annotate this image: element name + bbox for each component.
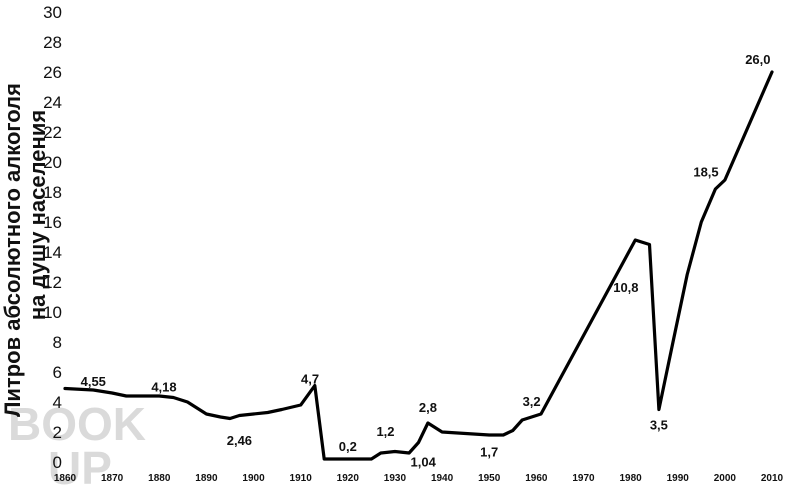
x-tick-label: 1870 (101, 473, 124, 484)
data-label: 10,8 (613, 280, 638, 295)
y-tick-label: 16 (43, 213, 62, 232)
x-tick-label: 1980 (619, 473, 642, 484)
y-tick-label: 8 (53, 333, 62, 352)
watermark-text-1: BOOK (8, 398, 146, 450)
data-label: 2,46 (227, 433, 252, 448)
x-tick-label: 2010 (761, 473, 784, 484)
data-label: 3,5 (650, 418, 668, 433)
y-tick-label: 20 (43, 153, 62, 172)
y-axis-label-line-2: на душу населения (25, 110, 50, 320)
data-label: 4,7 (301, 372, 319, 387)
x-tick-label: 1930 (384, 473, 407, 484)
y-tick-label: 2 (53, 423, 62, 442)
data-label: 3,2 (523, 394, 541, 409)
data-label: 2,8 (419, 400, 437, 415)
data-label: 4,55 (81, 374, 106, 389)
y-tick-label: 22 (43, 123, 62, 142)
y-tick-label: 18 (43, 183, 62, 202)
watermark-text-2: UP (48, 442, 112, 487)
x-tick-label: 1970 (572, 473, 595, 484)
data-label: 1,2 (376, 424, 394, 439)
y-tick-label: 6 (53, 363, 62, 382)
y-tick-label: 12 (43, 273, 62, 292)
x-tick-label: 1890 (195, 473, 218, 484)
x-tick-label: 1880 (148, 473, 171, 484)
y-axis-label-line-1: Литров абсолютного алкоголя (0, 83, 25, 417)
x-tick-label: 2000 (714, 473, 737, 484)
data-label: 4,18 (151, 379, 176, 394)
x-tick-label: 1920 (337, 473, 360, 484)
y-tick-label: 10 (43, 303, 62, 322)
x-tick-label: 1940 (431, 473, 454, 484)
data-label: 18,5 (693, 165, 718, 180)
y-tick-label: 24 (43, 93, 62, 112)
data-label: 0,2 (339, 439, 357, 454)
data-label: 1,04 (411, 454, 437, 469)
y-tick-label: 14 (43, 243, 62, 262)
x-tick-label: 1990 (667, 473, 690, 484)
x-tick-label: 1860 (54, 473, 77, 484)
x-tick-label: 1950 (478, 473, 501, 484)
y-tick-label: 28 (43, 33, 62, 52)
y-tick-label: 26 (43, 63, 62, 82)
data-label: 26,0 (745, 52, 770, 67)
y-tick-label: 0 (53, 453, 62, 472)
data-label: 1,7 (480, 445, 498, 460)
series-line-0 (63, 70, 774, 461)
y-tick-label: 30 (43, 3, 62, 22)
x-tick-label: 1900 (242, 473, 265, 484)
x-tick-label: 1910 (290, 473, 313, 484)
x-tick-label: 1960 (525, 473, 548, 484)
y-tick-label: 4 (53, 393, 62, 412)
